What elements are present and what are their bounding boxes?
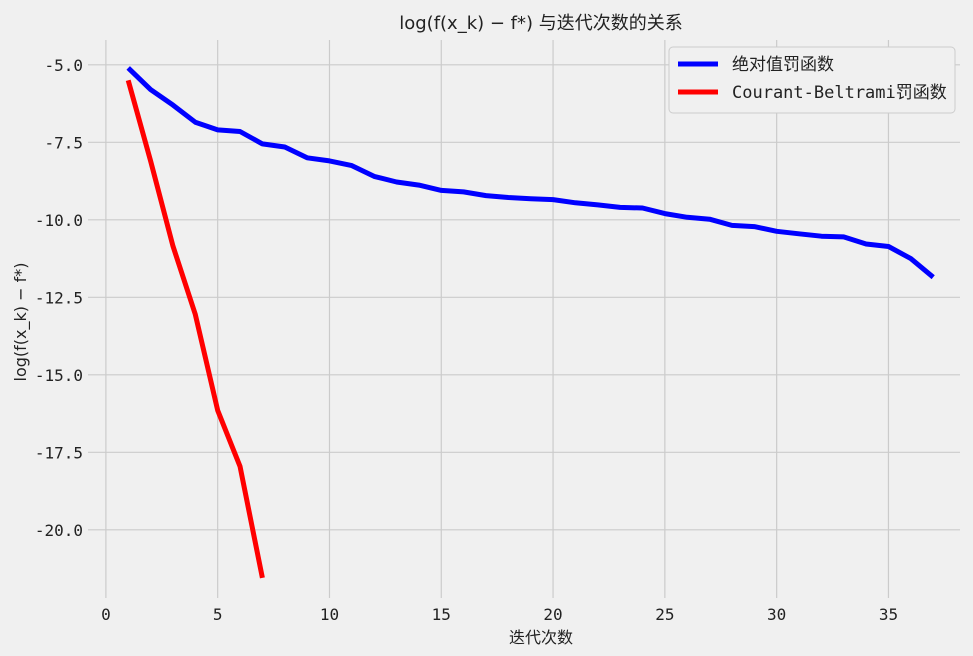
x-axis-label: 迭代次数 <box>509 628 573 647</box>
series-line-1 <box>126 66 935 280</box>
series-layer <box>125 66 935 579</box>
x-tick-label: 0 <box>101 605 111 624</box>
y-tick-label: -5.0 <box>44 56 83 75</box>
y-tick-label: -15.0 <box>35 366 83 385</box>
legend-box <box>668 46 956 114</box>
grid <box>88 40 960 598</box>
x-tick-label: 15 <box>432 605 451 624</box>
series-line-2 <box>125 79 265 579</box>
x-tick-label: 30 <box>767 605 786 624</box>
y-axis-label: log(f(x_k) − f*) <box>11 263 31 382</box>
legend-entry-series-2: Courant-Beltrami罚函数 <box>732 83 947 103</box>
y-tick-label: -17.5 <box>35 443 83 462</box>
tick-labels: 0 5 10 15 20 25 30 35 -5.0 -7.5 -10.0 -12.5 -15.0 -17… <box>35 56 898 624</box>
y-tick-label: -20.0 <box>35 521 83 540</box>
legend-entry-series-1: 绝对值罚函数 <box>732 55 834 75</box>
x-tick-label: 25 <box>655 605 674 624</box>
y-tick-label: -10.0 <box>35 211 83 230</box>
x-tick-label: 10 <box>320 605 339 624</box>
x-tick-label: 20 <box>543 605 562 624</box>
x-tick-label: 5 <box>213 605 223 624</box>
chart-title: log(f(x_k) − f*) 与迭代次数的关系 <box>399 13 683 34</box>
y-tick-label: -12.5 <box>35 288 83 307</box>
legend: 绝对值罚函数 Courant-Beltrami罚函数 <box>668 46 956 114</box>
y-tick-label: -7.5 <box>44 133 83 152</box>
x-tick-label: 35 <box>879 605 898 624</box>
